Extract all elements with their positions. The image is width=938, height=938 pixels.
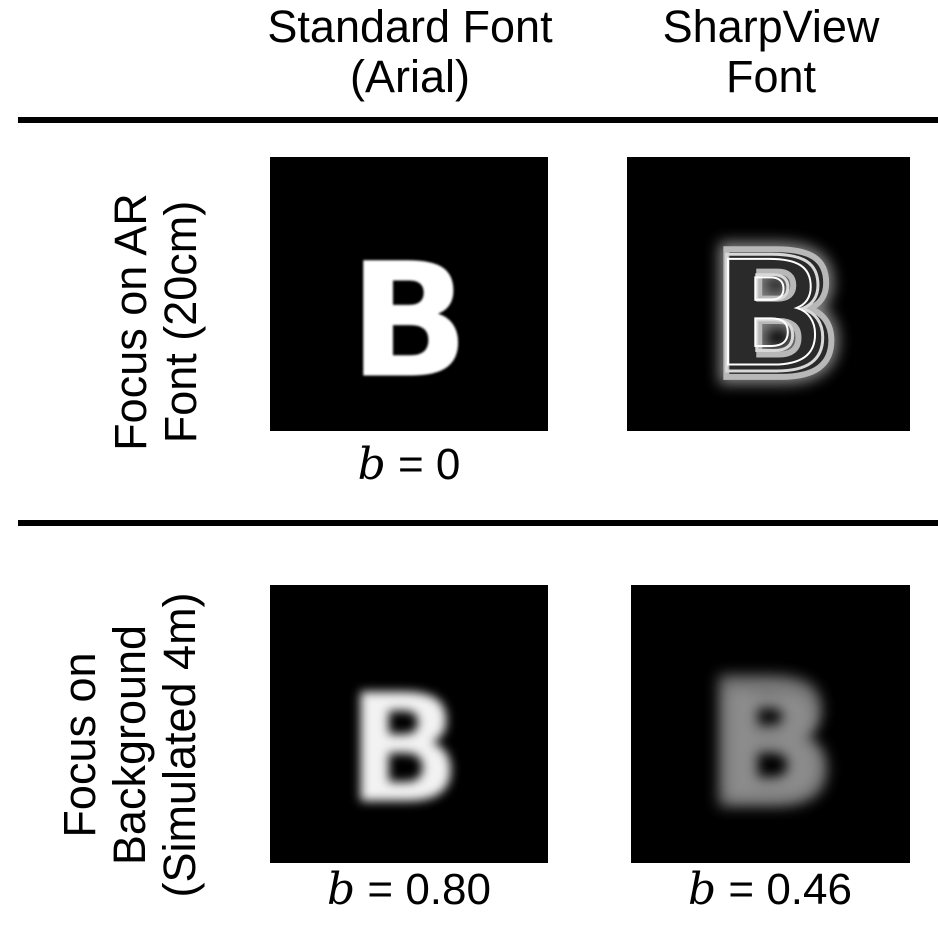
b-symbol: b [357,439,386,490]
row-label-background-focus: Focus on Background (Simulated 4m) [54,592,205,898]
column-header-standard-line1: Standard Font [267,1,553,52]
glyph-b: B [702,640,839,849]
glyph-image-sharpview-sharp: B B B B [703,209,850,426]
panel-standard-ar-focus: B [270,157,548,431]
b-score-standard-ar: b = 0 [259,440,559,490]
b-score-standard-background: b = 0.80 [259,865,559,915]
column-header-sharpview-line1: SharpView [662,1,880,52]
row-label-bg-line1: Focus on [54,652,105,838]
glyph-b-ring-outer: B [710,216,843,419]
glyph-image-sharpview-blurred: B B [702,640,839,849]
glyph-b-ring-middle: B [712,222,834,409]
column-header-standard-font: Standard Font (Arial) [245,2,575,102]
glyph-image-standard-sharp: B [349,229,469,413]
b-symbol: b [688,864,717,915]
glyph-image-standard-blurred: B [347,663,461,837]
panel-standard-background-focus: B [270,585,548,863]
b-value: = 0.46 [716,865,852,914]
panel-sharpview-background-focus: B B [631,585,910,863]
glyph-b-inner: B [714,660,828,834]
row-label-ar-focus: Focus on AR Font (20cm) [105,193,206,451]
b-symbol: b [327,864,356,915]
glyph-b: B [349,229,469,413]
row-label-bg-line3: (Simulated 4m) [154,592,205,898]
column-header-sharpview-line2: Font [725,51,817,102]
row-label-ar-line2: Font (20cm) [155,200,206,444]
glyph-b-ring-inner: B [715,231,826,400]
column-header-standard-line2: (Arial) [350,51,470,102]
row-label-bg-line2: Background [104,624,155,866]
b-score-sharpview-background: b = 0.46 [620,865,920,915]
row-divider [18,520,938,526]
header-divider [18,117,938,123]
panel-sharpview-ar-focus: B B B B [627,157,910,431]
glyph-b: B [347,663,461,837]
column-header-sharpview-font: SharpView Font [606,2,936,102]
b-value: = 0.80 [355,865,491,914]
row-label-ar-line1: Focus on AR [105,193,156,451]
b-value: = 0 [385,440,461,489]
glyph-b-halo: B [710,216,843,419]
